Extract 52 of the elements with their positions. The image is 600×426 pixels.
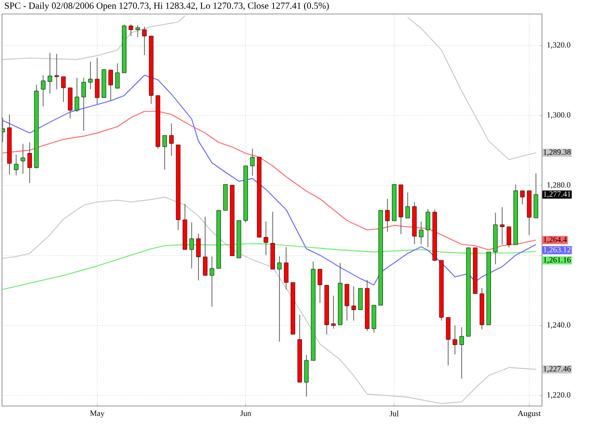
chart-title: SPC - Daily 02/08/2006 Open 1270.73, Hi 1283.42, Lo 1270.73, Close 1277.41 (0.5%) [4, 2, 329, 11]
candlestick [162, 135, 167, 170]
candlestick [351, 286, 356, 321]
candlestick [189, 222, 194, 269]
candlestick [142, 26, 147, 56]
candlestick [446, 317, 450, 366]
candlestick [506, 226, 512, 248]
candlestick [196, 233, 201, 281]
candlestick [418, 221, 424, 245]
candlestick [331, 295, 336, 330]
candlestick [20, 143, 26, 174]
candlestick [54, 53, 59, 90]
candlestick [40, 74, 46, 107]
candlestick [14, 154, 18, 176]
candlestick [210, 256, 214, 307]
candlestick [27, 142, 32, 184]
candlestick [304, 354, 309, 397]
candlestick [81, 77, 86, 132]
candlestick [500, 206, 504, 246]
candlestick [459, 326, 464, 380]
candlestick [250, 148, 255, 176]
candlestick [372, 304, 376, 333]
candlestick [108, 70, 113, 102]
candlestick [48, 52, 52, 94]
candlestick [128, 24, 134, 36]
line-series [2, 196, 536, 404]
line-series [2, 74, 536, 286]
candlestick [284, 246, 288, 290]
candlestick [344, 284, 350, 321]
candlestick [74, 77, 80, 112]
candlestick [61, 76, 66, 102]
candlestick [68, 87, 72, 119]
candlestick [115, 62, 120, 89]
candlestick [202, 216, 208, 276]
candlestick [520, 190, 525, 205]
candlestick [277, 256, 282, 342]
candlestick [385, 198, 390, 232]
candlestick [426, 208, 430, 248]
candlestick [94, 57, 100, 104]
candlestick [405, 192, 410, 218]
candlestick [135, 24, 140, 38]
candlestick [88, 61, 93, 90]
line-series [407, 17, 536, 160]
candlestick [264, 221, 268, 256]
line-series [2, 15, 186, 60]
line-series [2, 110, 536, 250]
candlestick [318, 268, 322, 304]
candlestick [358, 288, 363, 310]
candlestick [169, 123, 174, 156]
candlestick [452, 325, 458, 355]
line-series [2, 243, 536, 290]
candlestick [534, 173, 538, 218]
